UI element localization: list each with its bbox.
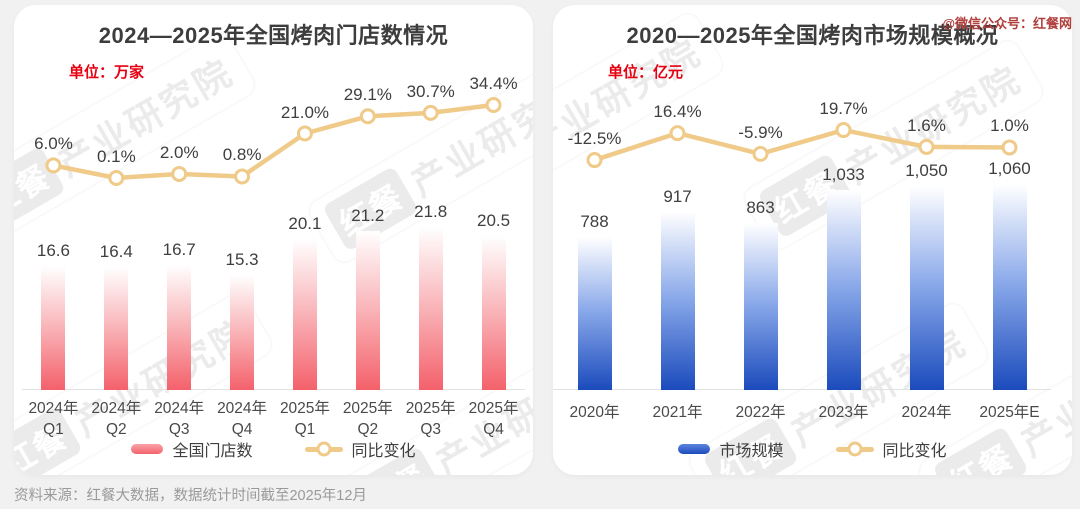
market-size-plot: 788 2020年 917 2021年 863 2022年 1,033 2023年 1,050 2… bbox=[553, 5, 1072, 475]
bar-value-label: 21.2 bbox=[351, 206, 385, 225]
category-label: 2020年 bbox=[569, 404, 620, 421]
line-point bbox=[485, 96, 502, 113]
category-label: 2025年 Q4 bbox=[468, 400, 519, 438]
legend-item-bar: 全国门店数 bbox=[131, 437, 253, 461]
bar bbox=[992, 184, 1027, 390]
line-point bbox=[586, 152, 603, 169]
line-point bbox=[422, 104, 439, 121]
line-point bbox=[1001, 139, 1018, 156]
legend-market: 市场规模 同比变化 bbox=[553, 437, 1072, 461]
bar bbox=[909, 186, 944, 390]
percent-label: 6.0% bbox=[34, 134, 73, 154]
legend-item-line: 同比变化 bbox=[304, 437, 416, 461]
bar-value-label: 16.4 bbox=[99, 242, 133, 261]
percent-label: -12.5% bbox=[567, 129, 622, 149]
line-point bbox=[669, 125, 686, 142]
bar-value-label: 21.8 bbox=[414, 201, 448, 221]
category-label: 2024年 bbox=[901, 404, 952, 421]
bar-value-label: 788 bbox=[580, 212, 609, 232]
percent-label: 34.4% bbox=[469, 73, 518, 93]
percent-label: 0.8% bbox=[222, 145, 262, 165]
category-label: 2024年 Q4 bbox=[217, 400, 268, 438]
store-count-chart-card: 红餐 产业研究院 红餐 产业研究院 红餐 产业研究院 红餐 产业研究院 2024… bbox=[14, 5, 533, 475]
bar-value-label: 1,050 bbox=[905, 161, 948, 181]
bar bbox=[167, 264, 192, 390]
percent-label: 29.1% bbox=[343, 85, 392, 105]
bar-value-label: 20.5 bbox=[477, 211, 511, 231]
line-point bbox=[918, 138, 935, 155]
bar-value-label: 16.7 bbox=[162, 239, 196, 259]
line-point bbox=[835, 122, 852, 139]
bar-value-label: 917 bbox=[663, 187, 692, 207]
bar-swatch-icon bbox=[131, 444, 164, 454]
legend-line-label: 同比变化 bbox=[351, 443, 416, 460]
category-label: 2025年 Q1 bbox=[279, 400, 330, 438]
market-size-chart-card: 红餐 产业研究院 红餐 产业研究院 红餐 产业研究院 红餐 产业研究院 2020… bbox=[553, 5, 1072, 475]
percent-label: 1.0% bbox=[990, 116, 1029, 136]
bar-value-label: 1,060 bbox=[988, 159, 1031, 179]
bar bbox=[418, 226, 443, 390]
bar bbox=[481, 236, 506, 390]
category-label: 2024年 Q3 bbox=[154, 400, 205, 438]
bar bbox=[743, 222, 778, 390]
bar-value-label: 16.6 bbox=[36, 240, 70, 260]
unit-label-stores: 单位：万家 bbox=[69, 64, 145, 81]
bar bbox=[355, 231, 380, 390]
line-point bbox=[171, 165, 188, 182]
bar-swatch-icon bbox=[678, 444, 711, 454]
line-swatch-icon bbox=[835, 446, 874, 452]
percent-label: 0.1% bbox=[96, 146, 136, 166]
bar bbox=[577, 237, 612, 390]
legend-stores: 全国门店数 同比变化 bbox=[14, 437, 533, 461]
legend-line-label: 同比变化 bbox=[882, 443, 947, 460]
category-label: 2025年E bbox=[979, 404, 1040, 421]
x-axis-line bbox=[22, 389, 525, 390]
store-count-plot: 16.6 2024年 Q1 16.4 2024年 Q2 16.7 2024年 Q3 15.3 202… bbox=[14, 5, 533, 475]
bar-value-label: 20.1 bbox=[288, 214, 322, 234]
legend-item-bar: 市场规模 bbox=[678, 437, 784, 461]
bar bbox=[104, 267, 129, 390]
line-point bbox=[752, 145, 769, 162]
percent-label: 2.0% bbox=[159, 142, 199, 162]
legend-bar-label: 市场规模 bbox=[719, 443, 784, 460]
bar bbox=[660, 212, 695, 390]
line-point bbox=[296, 125, 313, 142]
bar bbox=[826, 189, 861, 390]
legend-item-line: 同比变化 bbox=[835, 437, 947, 461]
bar bbox=[230, 275, 255, 390]
bar bbox=[41, 265, 66, 390]
line-point bbox=[108, 169, 125, 186]
line-swatch-icon bbox=[304, 446, 343, 452]
category-label: 2024年 Q2 bbox=[91, 400, 142, 438]
wechat-attribution: @微信公众号：红餐网 bbox=[942, 16, 1072, 31]
category-label: 2022年 bbox=[735, 404, 786, 421]
bar bbox=[292, 239, 317, 390]
chart-title-market: 2020—2025年全国烤肉市场规模概况 bbox=[626, 23, 999, 48]
unit-label-market: 单位：亿元 bbox=[608, 64, 684, 81]
category-label: 2021年 bbox=[652, 404, 703, 421]
data-source-note: 资料来源：红餐大数据，数据统计时间截至2025年12月 bbox=[14, 488, 367, 504]
percent-label: 1.6% bbox=[907, 115, 946, 135]
bar-value-label: 863 bbox=[746, 197, 775, 217]
category-label: 2024年 Q1 bbox=[28, 400, 79, 438]
x-axis-line bbox=[553, 389, 1051, 390]
chart-title-stores: 2024—2025年全国烤肉门店数情况 bbox=[98, 23, 449, 48]
percent-label: 16.4% bbox=[653, 102, 702, 122]
legend-bar-label: 全国门店数 bbox=[172, 443, 253, 460]
category-label: 2025年 Q2 bbox=[342, 400, 393, 438]
line-point bbox=[45, 157, 62, 174]
line-point bbox=[359, 108, 376, 125]
percent-label: 21.0% bbox=[280, 102, 330, 122]
line-point bbox=[234, 168, 251, 185]
percent-label: 30.7% bbox=[406, 81, 455, 101]
percent-label: -5.9% bbox=[738, 122, 783, 142]
category-label: 2025年 Q3 bbox=[405, 400, 456, 438]
percent-label: 19.7% bbox=[819, 99, 868, 119]
category-label: 2023年 bbox=[818, 404, 869, 421]
bar-value-label: 1,033 bbox=[822, 164, 865, 184]
bar-value-label: 15.3 bbox=[225, 250, 259, 270]
